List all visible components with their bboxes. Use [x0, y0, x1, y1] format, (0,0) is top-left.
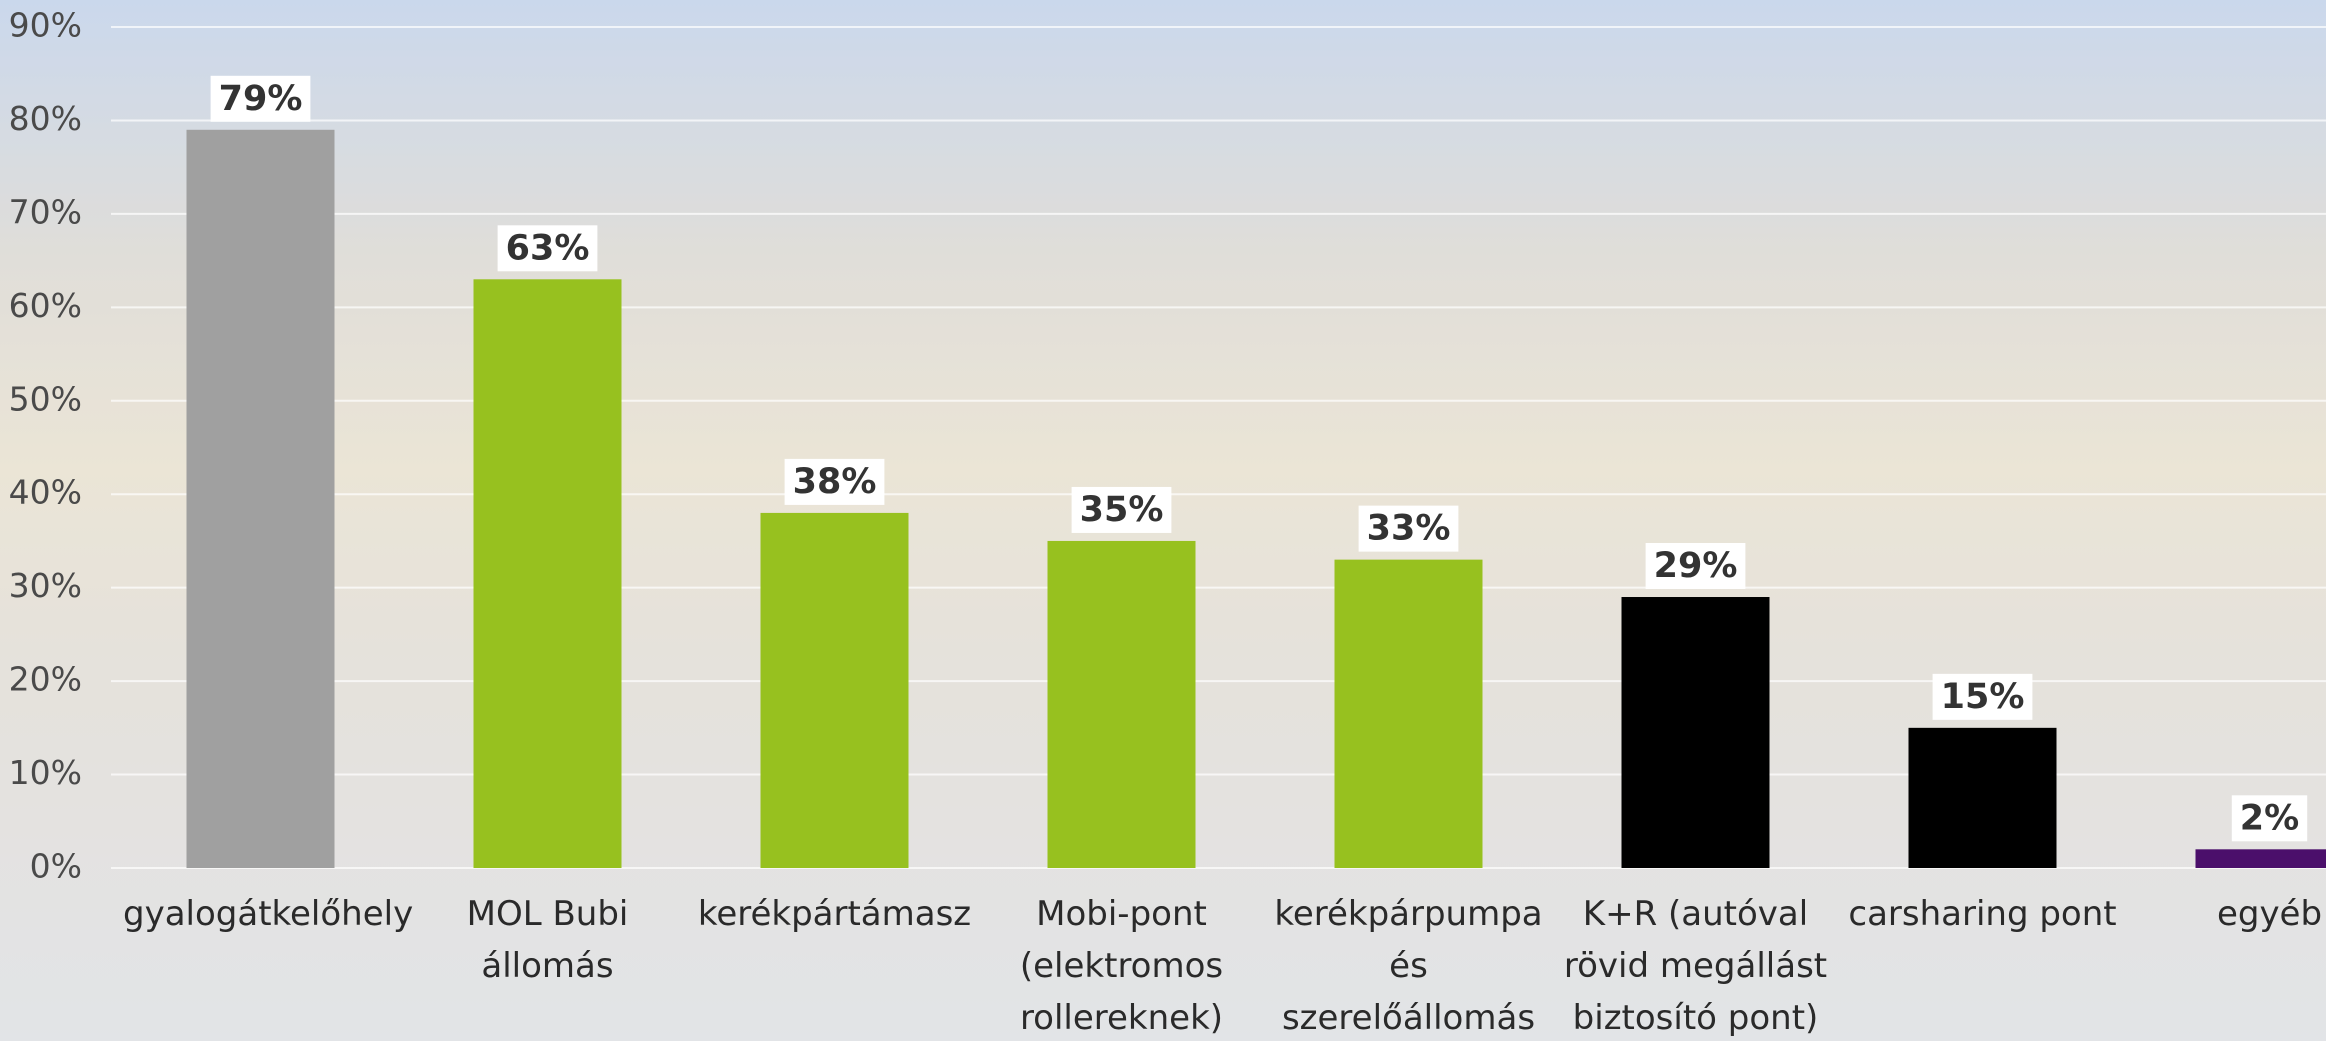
value-label: 29% — [1654, 546, 1738, 586]
y-tick-label: 80% — [9, 99, 82, 138]
y-tick-label: 70% — [9, 192, 82, 231]
value-label: 38% — [793, 462, 877, 502]
bar — [1335, 560, 1483, 868]
value-label-group: 79% — [211, 76, 311, 122]
page: 0% 10% 20% 30% 40% 50% 60% 70% 80% 90% 79% 63% 38% 35… — [0, 0, 2326, 1041]
x-tick-label: gyalogátkelőhely — [123, 888, 398, 940]
bar — [2196, 849, 2326, 868]
bar — [1622, 597, 1770, 868]
y-tick-label: 40% — [9, 473, 82, 512]
value-label: 79% — [219, 79, 303, 119]
bar — [474, 279, 622, 868]
value-label-group: 15% — [1933, 674, 2033, 720]
y-tick-label: 20% — [9, 660, 82, 699]
x-tick-label: egyéb — [2132, 888, 2326, 940]
x-tick-label: kerékpárpumpa és szerelőállomás — [1271, 888, 1546, 1044]
value-label: 2% — [2240, 798, 2299, 838]
y-tick-label: 30% — [9, 566, 82, 605]
value-label: 63% — [506, 228, 590, 268]
value-label-group: 29% — [1646, 543, 1746, 589]
x-tick-label: K+R (autóval rövid megállást biztosító p… — [1558, 888, 1833, 1044]
value-label-group: 38% — [785, 459, 885, 505]
value-label-group: 2% — [2232, 795, 2307, 841]
bar — [187, 130, 335, 868]
bar — [1048, 541, 1196, 868]
y-tick-label: 50% — [9, 379, 82, 418]
value-label-group: 33% — [1359, 506, 1459, 552]
y-tick-label: 10% — [9, 753, 82, 792]
x-tick-label: carsharing pont — [1845, 888, 2120, 940]
chart: 0% 10% 20% 30% 40% 50% 60% 70% 80% 90% 79% 63% 38% 35… — [0, 0, 2326, 1041]
x-tick-label: kerékpártámasz — [697, 888, 972, 940]
y-tick-label: 0% — [30, 847, 82, 886]
y-tick-label: 60% — [9, 286, 82, 325]
value-label-group: 35% — [1072, 487, 1172, 533]
y-tick-label: 90% — [9, 6, 82, 45]
value-label: 33% — [1367, 509, 1451, 549]
bar — [1909, 728, 2057, 868]
bar — [761, 513, 909, 868]
value-label: 15% — [1941, 677, 2025, 717]
value-label: 35% — [1080, 490, 1164, 530]
value-label-group: 63% — [498, 225, 598, 271]
x-tick-label: MOL Bubi állomás — [410, 888, 685, 992]
x-tick-label: Mobi-pont (elektromos rollereknek) — [984, 888, 1259, 1044]
